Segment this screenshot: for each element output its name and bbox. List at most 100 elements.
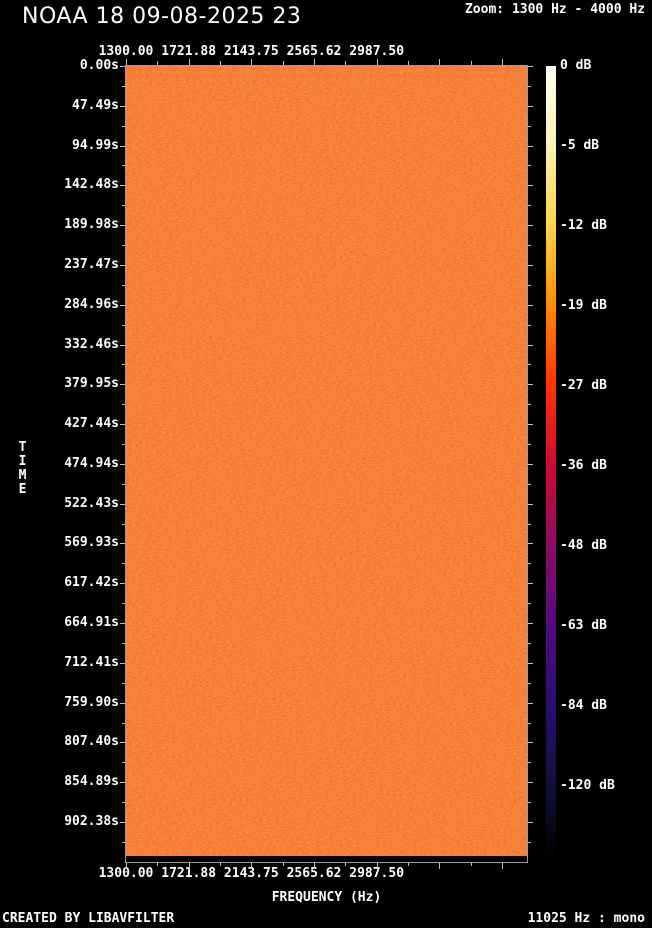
time-tick-label: 332.46s <box>64 336 119 352</box>
time-tick-left <box>122 165 125 167</box>
time-tick-label: 712.41s <box>64 654 119 670</box>
time-tick-right <box>528 583 533 585</box>
freq-tick-bottom <box>470 863 472 866</box>
time-tick-label: 94.99s <box>72 137 119 153</box>
freq-tick-bottom <box>282 863 284 866</box>
time-tick-right <box>528 443 531 445</box>
time-tick-left <box>122 642 125 644</box>
colorbar-tick-label: 0 dB <box>560 58 592 73</box>
time-tick-right <box>528 742 533 744</box>
spectrogram-noise-texture <box>126 66 527 856</box>
freq-tick-label-top: 2987.50 <box>349 44 405 59</box>
time-tick-right <box>528 284 531 286</box>
time-tick-left <box>120 185 125 187</box>
freq-tick-label-bottom: 2143.75 <box>223 866 279 881</box>
freq-tick-top <box>502 59 503 65</box>
freq-tick-top <box>376 59 378 65</box>
time-tick-left <box>120 66 125 67</box>
time-tick-label: 284.96s <box>64 296 119 312</box>
time-tick-label: 47.49s <box>72 97 119 113</box>
time-tick-right <box>528 463 533 465</box>
time-tick-right <box>528 762 531 764</box>
freq-tick-bottom <box>157 863 159 866</box>
time-tick-right <box>528 384 533 386</box>
time-tick-right <box>528 205 531 207</box>
freq-tick-top <box>408 61 409 65</box>
time-tick-right <box>528 264 533 266</box>
time-tick-left <box>120 463 125 465</box>
freq-tick-bottom <box>126 863 127 869</box>
freq-tick-top <box>220 61 221 65</box>
freq-tick-bottom <box>408 863 409 866</box>
freq-tick-label-bottom: 1721.88 <box>161 866 217 881</box>
time-tick-right <box>528 603 531 605</box>
time-tick-left <box>120 105 125 107</box>
colorbar-gradient <box>546 66 556 860</box>
time-tick-right <box>528 324 531 326</box>
colorbar-tick-label: -36 dB <box>560 458 607 473</box>
freq-tick-label-top: 2143.75 <box>223 44 279 59</box>
time-tick-left <box>122 404 125 406</box>
time-tick-left <box>122 563 125 565</box>
freq-tick-top <box>157 61 159 65</box>
time-tick-left <box>120 742 125 744</box>
time-tick-right <box>528 424 533 426</box>
time-axis-title: TIME <box>15 440 30 496</box>
time-tick-left <box>120 264 125 266</box>
time-tick-left <box>120 782 125 784</box>
time-tick-label: 0.00s <box>79 58 119 73</box>
time-tick-left <box>120 145 125 147</box>
time-tick-right <box>528 404 531 406</box>
time-tick-label: 427.44s <box>64 416 119 432</box>
time-tick-label: 854.89s <box>64 774 119 790</box>
time-tick-left <box>122 125 125 127</box>
freq-tick-top <box>470 61 472 65</box>
freq-tick-top <box>439 59 441 65</box>
time-tick-left <box>122 284 125 286</box>
time-tick-left <box>122 85 125 87</box>
colorbar-tick-label: -48 dB <box>560 538 607 553</box>
freq-tick-bottom <box>188 863 190 869</box>
time-tick-left <box>122 603 125 605</box>
time-tick-label: 569.93s <box>64 535 119 551</box>
time-tick-left <box>122 245 125 247</box>
stream-info-label: 11025 Hz : mono <box>527 911 645 926</box>
time-tick-left <box>122 682 125 684</box>
time-tick-right <box>528 722 531 724</box>
time-tick-left <box>122 762 125 764</box>
time-tick-left <box>120 503 125 505</box>
time-tick-left <box>120 623 125 625</box>
freq-tick-bottom <box>439 863 441 869</box>
time-tick-left <box>120 662 125 664</box>
time-tick-left <box>120 344 125 346</box>
time-tick-label: 379.95s <box>64 376 119 392</box>
time-tick-left <box>122 364 125 366</box>
freq-tick-top <box>251 59 253 65</box>
time-tick-right <box>528 642 531 644</box>
time-tick-right <box>528 623 533 625</box>
time-tick-label: 142.48s <box>64 177 119 193</box>
time-tick-left <box>120 384 125 386</box>
freq-tick-label-top: 2565.62 <box>286 44 342 59</box>
freq-tick-top <box>282 61 284 65</box>
time-tick-left <box>120 583 125 585</box>
colorbar-tick-label: -120 dB <box>560 778 615 793</box>
colorbar-tick-label: -19 dB <box>560 298 607 313</box>
time-tick-right <box>528 821 533 823</box>
time-tick-left <box>122 722 125 724</box>
zoom-range-label: Zoom: 1300 Hz - 4000 Hz <box>464 2 645 17</box>
freq-tick-bottom <box>220 863 221 866</box>
time-tick-right <box>528 543 533 545</box>
time-tick-right <box>528 364 531 366</box>
time-tick-right <box>528 702 533 704</box>
colorbar-tick-label: -5 dB <box>560 138 600 153</box>
time-tick-right <box>528 682 531 684</box>
time-tick-left <box>120 543 125 545</box>
time-tick-left <box>122 841 125 843</box>
time-tick-right <box>528 185 533 187</box>
time-tick-right <box>528 85 531 87</box>
time-tick-right <box>528 105 533 107</box>
time-tick-left <box>120 424 125 426</box>
recording-end-silence-band <box>126 856 527 862</box>
